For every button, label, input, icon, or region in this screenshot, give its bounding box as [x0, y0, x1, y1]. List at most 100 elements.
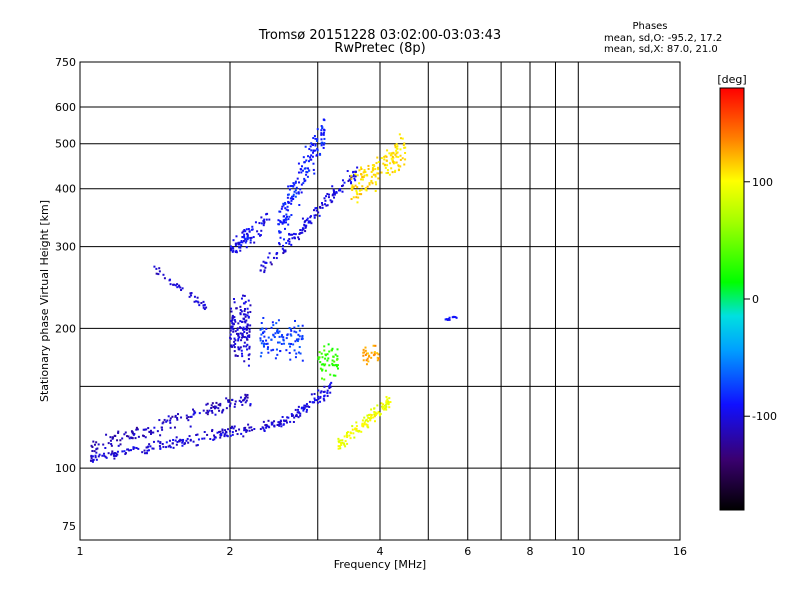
data-point	[233, 319, 236, 322]
data-point	[366, 420, 369, 423]
data-point	[239, 346, 242, 349]
data-point	[268, 218, 271, 221]
data-point	[171, 415, 174, 418]
data-point	[231, 327, 234, 330]
data-point	[286, 333, 289, 336]
data-point	[297, 162, 300, 165]
data-point	[145, 446, 148, 449]
data-point	[384, 163, 387, 166]
data-point	[245, 328, 248, 331]
data-point	[234, 403, 237, 406]
data-point	[340, 443, 343, 446]
data-point	[240, 432, 243, 435]
data-point	[351, 425, 354, 428]
data-point	[246, 343, 249, 346]
data-point	[380, 405, 383, 408]
data-point	[249, 239, 252, 242]
data-point	[315, 139, 318, 142]
data-point	[208, 409, 211, 412]
x-tick-label: 6	[464, 545, 471, 558]
data-point	[391, 155, 394, 158]
data-point	[149, 432, 152, 435]
data-point	[374, 413, 377, 416]
data-point	[395, 155, 398, 158]
data-point	[355, 191, 358, 194]
data-point	[299, 352, 302, 355]
data-point	[370, 408, 373, 411]
data-point	[278, 243, 281, 246]
data-point	[260, 216, 263, 219]
data-point	[312, 137, 315, 140]
data-point	[310, 142, 313, 145]
data-point	[294, 233, 297, 236]
data-point	[91, 450, 94, 453]
data-point	[303, 407, 306, 410]
data-point	[354, 173, 357, 176]
data-point	[173, 426, 176, 429]
data-point	[297, 333, 300, 336]
data-point	[367, 164, 370, 167]
data-point	[189, 439, 192, 442]
data-point	[363, 169, 366, 172]
data-point	[360, 188, 363, 191]
data-point	[137, 447, 140, 450]
data-point	[320, 377, 323, 380]
data-point	[393, 170, 396, 173]
data-point	[231, 250, 234, 253]
data-point	[262, 265, 265, 268]
data-point	[364, 353, 367, 356]
data-point	[294, 415, 297, 418]
data-point	[245, 232, 248, 235]
data-point	[169, 421, 172, 424]
data-point	[308, 400, 311, 403]
data-point	[301, 324, 304, 327]
data-point	[385, 395, 388, 398]
data-point	[335, 191, 338, 194]
y-tick-label: 100	[55, 462, 76, 475]
data-point	[237, 346, 240, 349]
data-point	[267, 346, 270, 349]
data-point	[455, 316, 458, 319]
data-point	[110, 452, 113, 455]
data-point	[298, 335, 301, 338]
data-point	[244, 315, 247, 318]
data-point	[322, 363, 325, 366]
data-point	[306, 217, 309, 220]
data-point	[321, 206, 324, 209]
data-point	[285, 213, 288, 216]
data-point	[361, 419, 364, 422]
data-point	[232, 239, 235, 242]
chart-title: Tromsø 20151228 03:02:00-03:03:43	[258, 28, 502, 43]
data-point	[225, 430, 228, 433]
data-point	[253, 428, 256, 431]
data-point	[230, 307, 233, 310]
data-point	[135, 446, 138, 449]
data-point	[445, 318, 448, 321]
data-point	[196, 444, 199, 447]
data-point	[181, 441, 184, 444]
data-point	[284, 221, 287, 224]
data-point	[157, 440, 160, 443]
data-point	[203, 430, 206, 433]
data-point	[209, 438, 212, 441]
data-point	[284, 249, 287, 252]
data-point	[399, 137, 402, 140]
data-point	[243, 294, 246, 297]
data-point	[298, 329, 301, 332]
data-point	[104, 455, 107, 458]
data-point	[377, 357, 380, 360]
data-point	[364, 419, 367, 422]
data-point	[129, 449, 132, 452]
data-point	[115, 452, 118, 455]
data-point	[304, 145, 307, 148]
data-point	[358, 429, 361, 432]
data-point	[285, 208, 288, 211]
data-point	[243, 336, 246, 339]
data-point	[362, 176, 365, 179]
data-point	[243, 236, 246, 239]
data-point	[341, 190, 344, 193]
data-point	[388, 406, 391, 409]
data-point	[231, 317, 234, 320]
data-point	[366, 414, 369, 417]
data-point	[313, 214, 316, 217]
